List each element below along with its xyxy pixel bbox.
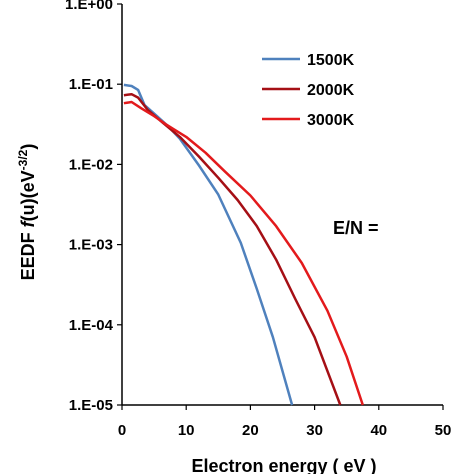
- y-axis-title-italic: f: [18, 219, 38, 227]
- legend-label-1500k: 1500K: [307, 52, 355, 69]
- y-tick-label: 1.E-01: [69, 76, 113, 93]
- series-line-2000k: [123, 92, 342, 406]
- x-tick-label: 30: [306, 422, 323, 439]
- annotation-text: E/N =: [333, 218, 379, 238]
- x-tick-label: 20: [242, 422, 259, 439]
- y-axis-title-mid: (u)(eV: [18, 170, 38, 221]
- y-axis-title: EEDF f(u)(eV-3/2): [16, 144, 38, 281]
- x-tick-label: 50: [435, 422, 452, 439]
- y-ticks: 1.E+00 1.E-01 1.E-02 1.E-03 1.E-04 1.E-05: [65, 0, 122, 414]
- y-tick-label: 1.E-03: [69, 237, 113, 254]
- series-line-3000k: [123, 100, 364, 406]
- y-axis-title-sup: -3/2: [16, 149, 30, 170]
- legend-label-2000k: 2000K: [307, 82, 355, 99]
- x-tick-label: 0: [118, 422, 126, 439]
- y-tick-label: 1.E-04: [69, 317, 114, 334]
- axes: [121, 4, 443, 406]
- y-tick-label: 1.E-02: [69, 156, 113, 173]
- x-axis-title: Electron energy ( eV ): [191, 456, 376, 474]
- x-tick-label: 10: [178, 422, 195, 439]
- y-tick-label: 1.E-05: [69, 397, 113, 414]
- x-ticks: 0 10 20 30 40 50: [118, 405, 452, 439]
- y-axis-title-prefix: EEDF: [18, 227, 38, 280]
- y-tick-label: 1.E+00: [65, 0, 113, 13]
- legend-label-3000k: 3000K: [307, 112, 355, 129]
- y-axis-title-suffix: ): [18, 144, 38, 150]
- series-lines: [123, 83, 364, 406]
- x-tick-label: 40: [370, 422, 387, 439]
- legend: 1500K 2000K 3000K: [262, 52, 355, 129]
